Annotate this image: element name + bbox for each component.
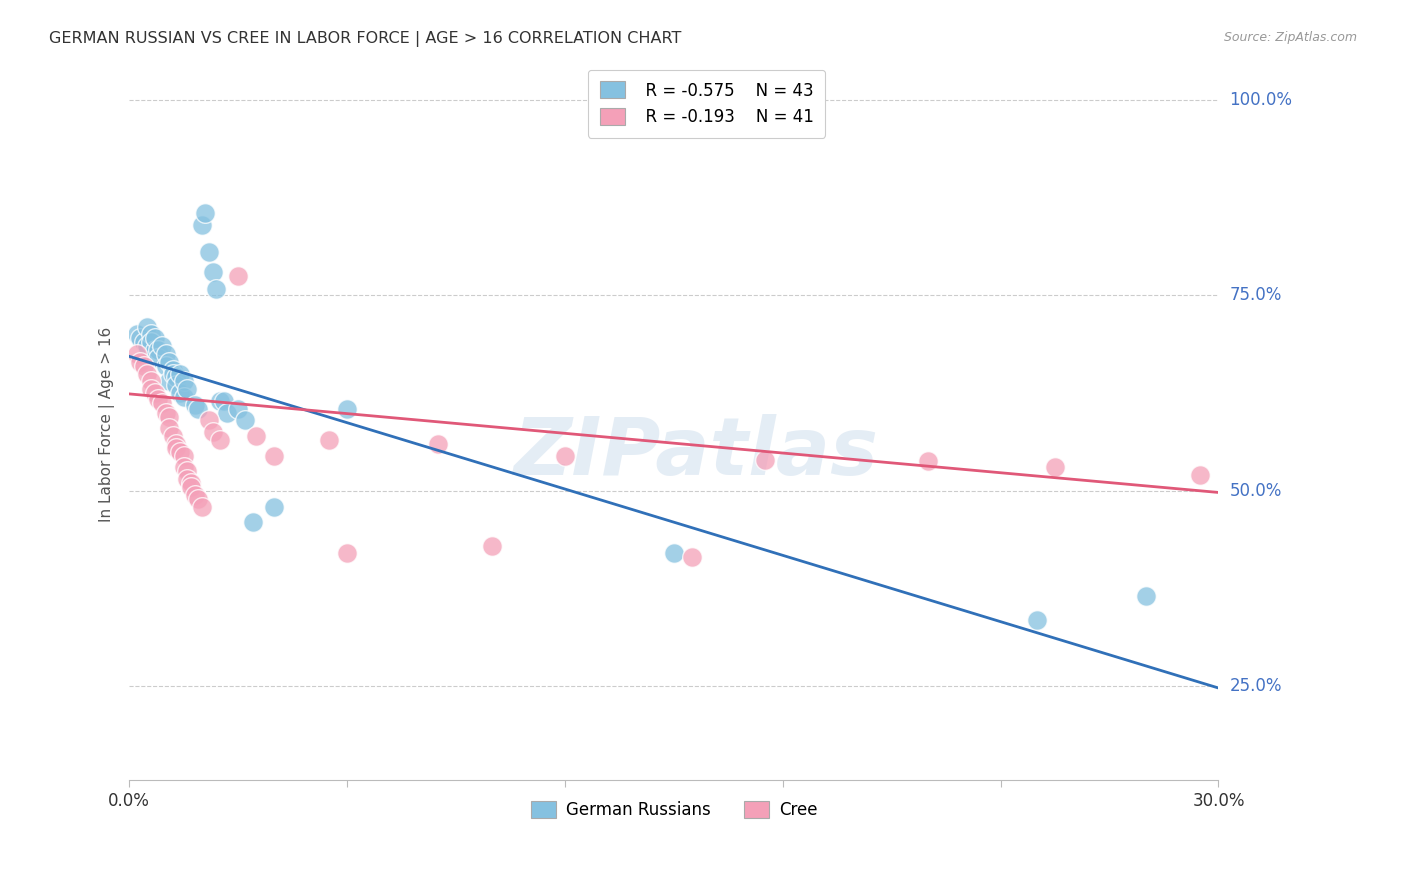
Point [263, 500, 285, 514]
Text: ZIPatlas: ZIPatlas [513, 414, 879, 491]
Point [125, 327, 148, 342]
Point [157, 375, 180, 389]
Point [148, 343, 170, 357]
Point [173, 375, 195, 389]
Point [176, 464, 198, 478]
Point [183, 398, 205, 412]
Point [148, 392, 170, 406]
Point [162, 429, 184, 443]
Point [226, 401, 249, 416]
Point [129, 355, 152, 369]
Point [176, 472, 198, 486]
Text: 50.0%: 50.0% [1230, 482, 1282, 500]
Point [162, 367, 184, 381]
Point [143, 331, 166, 345]
Point [208, 433, 231, 447]
Point [129, 331, 152, 345]
Point [165, 370, 187, 384]
Point [139, 375, 162, 389]
Point [1189, 468, 1212, 483]
Point [1135, 590, 1157, 604]
Point [155, 347, 177, 361]
Point [150, 396, 173, 410]
Point [169, 444, 191, 458]
Point [155, 406, 177, 420]
Point [754, 452, 776, 467]
Text: 25.0%: 25.0% [1230, 677, 1282, 696]
Point [212, 393, 235, 408]
Point [187, 491, 209, 506]
Point [125, 347, 148, 361]
Point [336, 401, 359, 416]
Point [245, 429, 267, 443]
Point [336, 546, 359, 560]
Point [176, 382, 198, 396]
Point [194, 206, 217, 220]
Point [226, 268, 249, 283]
Point [208, 393, 231, 408]
Point [139, 327, 162, 342]
Point [162, 362, 184, 376]
Point [165, 378, 187, 392]
Point [157, 355, 180, 369]
Point [205, 282, 228, 296]
Point [183, 488, 205, 502]
Point [235, 413, 257, 427]
Point [318, 433, 340, 447]
Point [173, 390, 195, 404]
Text: 100.0%: 100.0% [1230, 91, 1292, 109]
Point [139, 335, 162, 350]
Point [681, 550, 703, 565]
Text: Source: ZipAtlas.com: Source: ZipAtlas.com [1223, 31, 1357, 45]
Point [136, 319, 159, 334]
Point [157, 409, 180, 424]
Point [180, 480, 202, 494]
Point [165, 441, 187, 455]
Point [481, 539, 503, 553]
Point [242, 515, 264, 529]
Point [180, 476, 202, 491]
Point [1043, 460, 1066, 475]
Point [1026, 613, 1049, 627]
Point [191, 500, 214, 514]
Text: GERMAN RUSSIAN VS CREE IN LABOR FORCE | AGE > 16 CORRELATION CHART: GERMAN RUSSIAN VS CREE IN LABOR FORCE | … [49, 31, 682, 47]
Point [198, 245, 221, 260]
Point [169, 367, 191, 381]
Point [136, 367, 159, 381]
Point [426, 437, 449, 451]
Point [132, 335, 155, 350]
Point [143, 343, 166, 357]
Legend: German Russians, Cree: German Russians, Cree [524, 794, 824, 825]
Point [173, 460, 195, 475]
Point [917, 454, 939, 468]
Point [217, 406, 239, 420]
Point [139, 382, 162, 396]
Point [155, 359, 177, 373]
Point [554, 449, 576, 463]
Point [143, 386, 166, 401]
Point [201, 265, 224, 279]
Point [662, 546, 685, 560]
Point [201, 425, 224, 440]
Point [165, 437, 187, 451]
Point [157, 421, 180, 435]
Point [191, 218, 214, 232]
Point [150, 339, 173, 353]
Y-axis label: In Labor Force | Age > 16: In Labor Force | Age > 16 [100, 326, 115, 522]
Point [136, 339, 159, 353]
Point [187, 401, 209, 416]
Text: 75.0%: 75.0% [1230, 286, 1282, 304]
Point [263, 449, 285, 463]
Point [173, 449, 195, 463]
Point [169, 386, 191, 401]
Point [198, 413, 221, 427]
Point [132, 359, 155, 373]
Point [148, 351, 170, 365]
